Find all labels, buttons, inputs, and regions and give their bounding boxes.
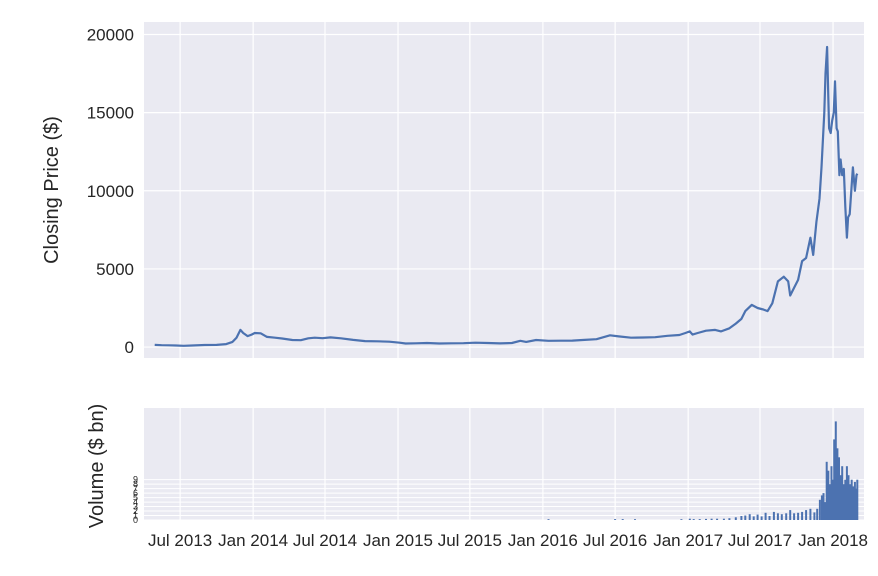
volume-bar (813, 512, 816, 520)
volume-bar (824, 502, 827, 520)
price-grid (144, 22, 864, 358)
volume-bar (634, 519, 636, 520)
volume-bar (801, 511, 804, 520)
volume-bar (688, 518, 691, 520)
volume-bar (716, 518, 719, 520)
x-tick-label: Jan 2018 (798, 531, 868, 550)
price-y-tick-label: 0 (125, 338, 134, 357)
price-y-ticks: 0 5000 10000 15000 20000 (87, 26, 134, 358)
volume-bar (830, 466, 833, 520)
volume-bar (764, 512, 767, 520)
volume-bar (614, 519, 617, 520)
volume-bar (780, 514, 783, 520)
volume-bar (822, 493, 825, 520)
volume-bar (809, 508, 812, 520)
volume-bar (760, 516, 763, 520)
x-tick-label: Jul 2015 (438, 531, 502, 550)
x-tick-label: Jul 2017 (728, 531, 792, 550)
x-tick-label: Jul 2014 (293, 531, 357, 550)
volume-bar (850, 479, 853, 520)
volume-bar (734, 517, 737, 520)
volume-bar (797, 512, 800, 520)
volume-bar (844, 479, 847, 520)
volume-bar (789, 510, 792, 520)
volume-y-tick-label: 4 (133, 497, 138, 507)
volume-y-axis-title: Volume ($ bn) (86, 404, 108, 529)
volume-y-tick-label: 8 (133, 479, 138, 489)
volume-y-tick-label: 1 (133, 511, 138, 521)
volume-bar (856, 479, 859, 520)
volume-bar (816, 508, 819, 520)
volume-grid (144, 408, 864, 521)
volume-bar (785, 513, 788, 520)
volume-bar (722, 518, 725, 520)
volume-bar (852, 486, 855, 520)
volume-bar (853, 481, 856, 520)
price-series-line (154, 45, 859, 347)
price-plot-background (144, 22, 864, 358)
volume-bar (845, 466, 848, 520)
volume-bar (825, 461, 828, 520)
price-y-tick-label: 15000 (87, 104, 134, 123)
volume-bar (752, 516, 755, 520)
x-tick-label: Jul 2016 (583, 531, 647, 550)
volume-bar (836, 448, 839, 520)
volume-bar (841, 466, 844, 520)
volume-bar (768, 516, 771, 520)
volume-bar (728, 518, 731, 520)
volume-y-tick-label: 7 (133, 484, 138, 494)
volume-x-ticks: Jul 2013 Jan 2014 Jul 2014 Jan 2015 Jul 2015… (148, 531, 868, 550)
price-y-tick-label: 5000 (96, 260, 134, 279)
volume-y-tick-label: 2 (133, 506, 138, 516)
volume-bar (820, 495, 823, 520)
price-y-tick-label: 20000 (87, 26, 134, 45)
volume-bar (805, 510, 808, 520)
price-y-tick-label: 10000 (87, 182, 134, 201)
volume-bar (705, 518, 707, 520)
volume-y-tick-label: 5 (133, 493, 138, 503)
volume-y-tick-label: 3 (133, 502, 138, 512)
volume-bar (832, 479, 834, 520)
volume-bar (842, 484, 845, 520)
volume-bar (692, 519, 695, 520)
volume-plot-background (144, 408, 864, 520)
volume-y-tick-label: 0 (133, 515, 138, 525)
volume-bar (849, 484, 852, 520)
volume-bar (680, 519, 683, 520)
x-tick-label: Jan 2016 (508, 531, 578, 550)
volume-y-tick-label: 9 (133, 475, 138, 485)
volume-bar (748, 514, 751, 520)
volume-bar (827, 470, 830, 520)
volume-y-tick-label: 6 (133, 488, 138, 498)
volume-bar (756, 514, 759, 520)
price-panel: 0 5000 10000 15000 20000 Closing Price ($) (41, 22, 864, 358)
volume-bar (839, 475, 842, 520)
volume-bar (740, 516, 743, 520)
volume-bar (833, 439, 836, 520)
x-tick-label: Jan 2014 (218, 531, 288, 550)
x-tick-label: Jul 2013 (148, 531, 212, 550)
volume-bar (847, 475, 850, 520)
volume-bar (621, 519, 624, 520)
volume-bars (547, 421, 859, 520)
price-y-axis-title: Closing Price ($) (41, 116, 63, 264)
volume-bar (772, 511, 775, 520)
volume-bar (834, 421, 837, 520)
volume-bar (818, 499, 821, 520)
volume-bar (744, 515, 747, 520)
volume-bar (793, 513, 796, 520)
x-tick-label: Jan 2015 (363, 531, 433, 550)
volume-bar (776, 513, 779, 520)
x-tick-label: Jan 2017 (653, 531, 723, 550)
volume-bar (698, 519, 701, 520)
volume-bar (838, 457, 840, 520)
volume-bar (547, 519, 550, 520)
volume-bar (828, 484, 831, 520)
volume-bar (710, 518, 713, 520)
